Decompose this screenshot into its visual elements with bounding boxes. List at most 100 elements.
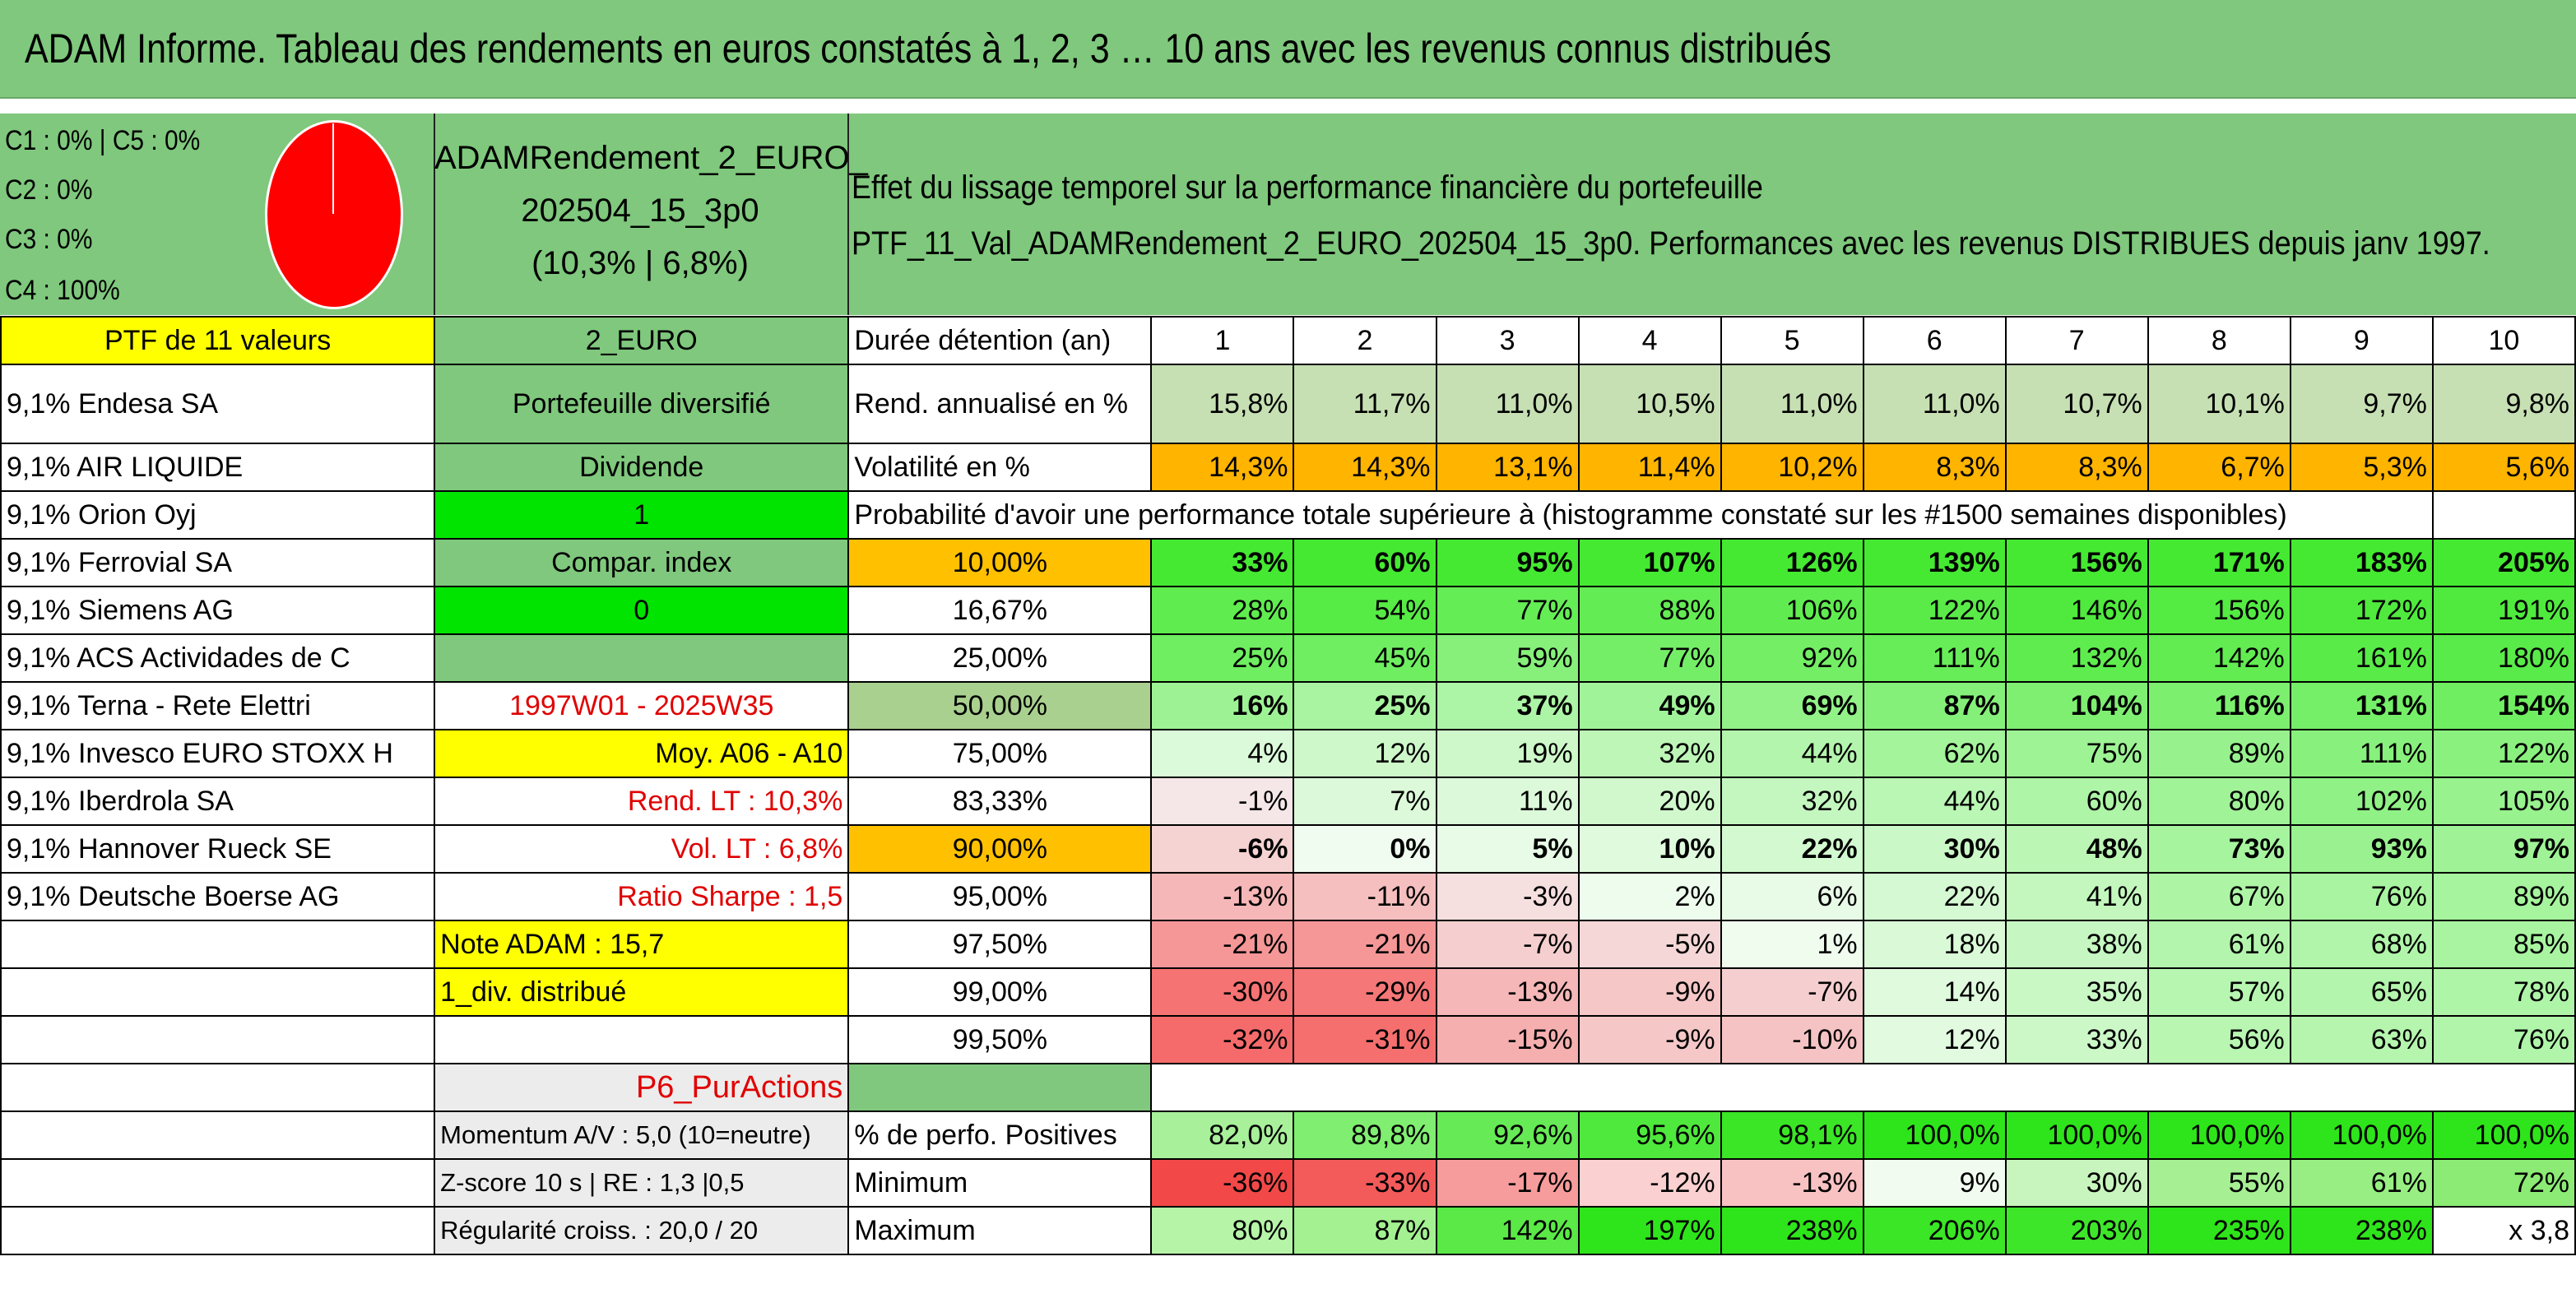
holding-row: 9,1% ACS Actividades de C: [0, 633, 436, 683]
proba-value: 76%: [2431, 1015, 2576, 1064]
proba-value: 69%: [1720, 681, 1864, 730]
proba-value: 45%: [1293, 633, 1437, 683]
proba-value: 16%: [1150, 681, 1295, 730]
info-vol_lt: Vol. LT : 6,8%: [434, 824, 850, 874]
proba-value: 87%: [1862, 681, 2007, 730]
proba-value: 122%: [1862, 586, 2007, 635]
rend-value: 10,7%: [2004, 364, 2149, 444]
vol-value: 5,6%: [2431, 443, 2576, 492]
pos-value: 92,6%: [1435, 1110, 1580, 1160]
fund-name-line1: ADAMRendement_2_EURO_: [434, 140, 868, 176]
year-header: 9: [2289, 316, 2434, 365]
proba-value: 2%: [1577, 872, 1722, 921]
regularity-label: Régularité croiss. : 20,0 / 20: [434, 1206, 850, 1255]
proba-value: 89%: [2431, 872, 2576, 921]
pos-value: 100,0%: [2431, 1110, 2576, 1160]
empty-cell: [0, 967, 436, 1017]
proba-value: -6%: [1150, 824, 1295, 874]
proba-value: 111%: [2289, 729, 2434, 778]
proba-value: 25%: [1150, 633, 1295, 683]
info-rend_lt: Rend. LT : 10,3%: [434, 777, 850, 826]
proba-value: 78%: [2431, 967, 2576, 1017]
proba-value: 146%: [2004, 586, 2149, 635]
min-value: -13%: [1720, 1158, 1864, 1208]
empty-cell: [0, 1063, 436, 1112]
proba-threshold: 25,00%: [847, 633, 1153, 683]
rend-value: 9,8%: [2431, 364, 2576, 444]
proba-value: 116%: [2147, 681, 2291, 730]
duration-label: Durée détention (an): [847, 316, 1153, 365]
proba-value: -29%: [1293, 967, 1437, 1017]
year-header: 5: [1720, 316, 1864, 365]
proba-threshold: 16,67%: [847, 586, 1153, 635]
proba-value: 183%: [2289, 538, 2434, 587]
min-label: Minimum: [847, 1158, 1153, 1208]
proba-value: 60%: [1293, 538, 1437, 587]
max-value: 238%: [2289, 1206, 2434, 1255]
proba-threshold: 75,00%: [847, 729, 1153, 778]
holding-row: 9,1% AIR LIQUIDE: [0, 443, 436, 492]
proba-value: 76%: [2289, 872, 2434, 921]
proba-value: 102%: [2289, 777, 2434, 826]
header-block: C1 : 0% | C5 : 0% C2 : 0% C3 : 0% C4 : 1…: [0, 114, 2576, 315]
max-value: 206%: [1862, 1206, 2007, 1255]
proba-value: 191%: [2431, 586, 2576, 635]
proba-label: Probabilité d'avoir une performance tota…: [847, 490, 2434, 540]
proba-value: 44%: [1862, 777, 2007, 826]
proba-value: -15%: [1435, 1015, 1580, 1064]
proba-value: 22%: [1862, 872, 2007, 921]
year-header: 4: [1577, 316, 1722, 365]
proba-value: 132%: [2004, 633, 2149, 683]
proba-value: 60%: [2004, 777, 2149, 826]
proba-value: 44%: [1720, 729, 1864, 778]
pos-value: 100,0%: [1862, 1110, 2007, 1160]
holding-row: 9,1% Endesa SA: [0, 364, 436, 444]
fund-type: Portefeuille diversifié: [434, 364, 850, 444]
rend-value: 10,5%: [1577, 364, 1722, 444]
holding-row: 9,1% Orion Oyj: [0, 490, 436, 540]
min-value: -12%: [1577, 1158, 1722, 1208]
proba-value: -10%: [1720, 1015, 1864, 1064]
proba-threshold: 90,00%: [847, 824, 1153, 874]
proba-value: 62%: [1862, 729, 2007, 778]
effect-description-line1: Effet du lissage temporel sur la perform…: [852, 169, 1763, 206]
max-value: 235%: [2147, 1206, 2291, 1255]
proba-value: 67%: [2147, 872, 2291, 921]
proba-threshold: 99,50%: [847, 1015, 1153, 1064]
allocation-c4: C4 : 100%: [5, 275, 120, 306]
report-title: ADAM Informe. Tableau des rendements en …: [25, 26, 1831, 72]
proba-value: 1%: [1720, 920, 1864, 969]
vol-value: 13,1%: [1435, 443, 1580, 492]
max-value: 80%: [1150, 1206, 1295, 1255]
fund-name-line2: 202504_15_3p0: [521, 192, 759, 229]
proba-value: 57%: [2147, 967, 2291, 1017]
proba-value: -13%: [1150, 872, 1295, 921]
proba-value: 139%: [1862, 538, 2007, 587]
info-sharpe: Ratio Sharpe : 1,5: [434, 872, 850, 921]
empty-cell: [0, 1110, 436, 1160]
year-header: 7: [2004, 316, 2149, 365]
year-header: 6: [1862, 316, 2007, 365]
info-compar_value: 0: [434, 586, 850, 635]
proba-value: 154%: [2431, 681, 2576, 730]
pos-value: 89,8%: [1293, 1110, 1437, 1160]
proba-value: 105%: [2431, 777, 2576, 826]
zscore-label: Z-score 10 s | RE : 1,3 |0,5: [434, 1158, 850, 1208]
pos-value: 100,0%: [2147, 1110, 2291, 1160]
proba-threshold: 50,00%: [847, 681, 1153, 730]
year-header: 8: [2147, 316, 2291, 365]
holding-row: 9,1% Terna - Rete Elettri: [0, 681, 436, 730]
pos-value: 95,6%: [1577, 1110, 1722, 1160]
holding-row: 9,1% Hannover Rueck SE: [0, 824, 436, 874]
year-header: 10: [2431, 316, 2576, 365]
vol-label: Volatilité en %: [847, 443, 1153, 492]
pie-slice-marker: [332, 123, 334, 214]
proba-value: 12%: [1862, 1015, 2007, 1064]
rend-value: 11,7%: [1293, 364, 1437, 444]
info-period: 1997W01 - 2025W35: [434, 681, 850, 730]
proba-value: 18%: [1862, 920, 2007, 969]
category-label: P6_PurActions: [434, 1063, 850, 1112]
proba-value: 7%: [1293, 777, 1437, 826]
proba-value: 33%: [2004, 1015, 2149, 1064]
proba-threshold: 97,50%: [847, 920, 1153, 969]
